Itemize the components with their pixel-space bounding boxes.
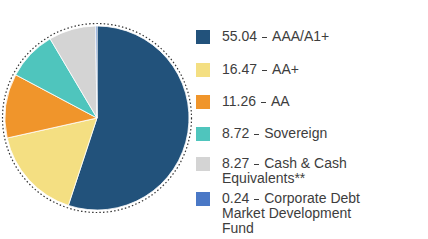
legend-item: 16.47 AA+ — [196, 62, 382, 77]
legend-swatch — [196, 157, 210, 171]
legend-item: 8.72 Sovereign — [196, 126, 382, 141]
legend-separator — [254, 164, 259, 165]
legend-value: 0.24 — [222, 190, 249, 206]
legend-text: 11.26 AA — [222, 94, 382, 109]
legend-label: AA — [271, 93, 290, 109]
legend-item: 8.27Cash & Cash Equivalents** — [196, 156, 382, 186]
legend-value: 16.47 — [222, 61, 257, 77]
legend-value: 8.72 — [222, 125, 249, 141]
pie-area — [0, 0, 200, 239]
legend-separator — [262, 37, 267, 38]
legend-value: 8.27 — [222, 155, 249, 171]
legend-text: 8.72 Sovereign — [222, 126, 382, 141]
legend-value: 55.04 — [222, 28, 257, 44]
legend-label: AA+ — [272, 61, 299, 77]
legend-item: 11.26 AA — [196, 94, 382, 109]
legend-text: 8.27Cash & Cash Equivalents** — [222, 156, 382, 186]
legend-swatch — [196, 192, 210, 206]
legend-separator — [262, 70, 267, 71]
legend-text: 0.24Corporate Debt Market Development Fu… — [222, 191, 382, 236]
legend-separator — [261, 102, 266, 103]
legend-label: Sovereign — [264, 125, 327, 141]
legend-swatch — [196, 127, 210, 141]
pie-slice — [50, 26, 97, 118]
legend-swatch — [196, 63, 210, 77]
legend-text: 16.47 AA+ — [222, 62, 382, 77]
legend-swatch — [196, 95, 210, 109]
pie-outline — [3, 24, 192, 213]
slices — [5, 26, 189, 210]
legend-swatch — [196, 30, 210, 44]
legend-separator — [254, 134, 259, 135]
legend-text: 55.04 AAA/A1+ — [222, 29, 382, 44]
legend-separator — [254, 199, 259, 200]
legend-value: 11.26 — [222, 93, 256, 109]
pie-slice — [96, 26, 97, 118]
chart-root: 55.04 AAA/A1+ 16.47 AA+ 11.26 AA 8.72 Sovereign… — [0, 0, 428, 239]
legend-item: 0.24Corporate Debt Market Development Fu… — [196, 191, 382, 236]
legend-label: AAA/A1+ — [272, 28, 329, 44]
legend-item: 55.04 AAA/A1+ — [196, 29, 382, 44]
